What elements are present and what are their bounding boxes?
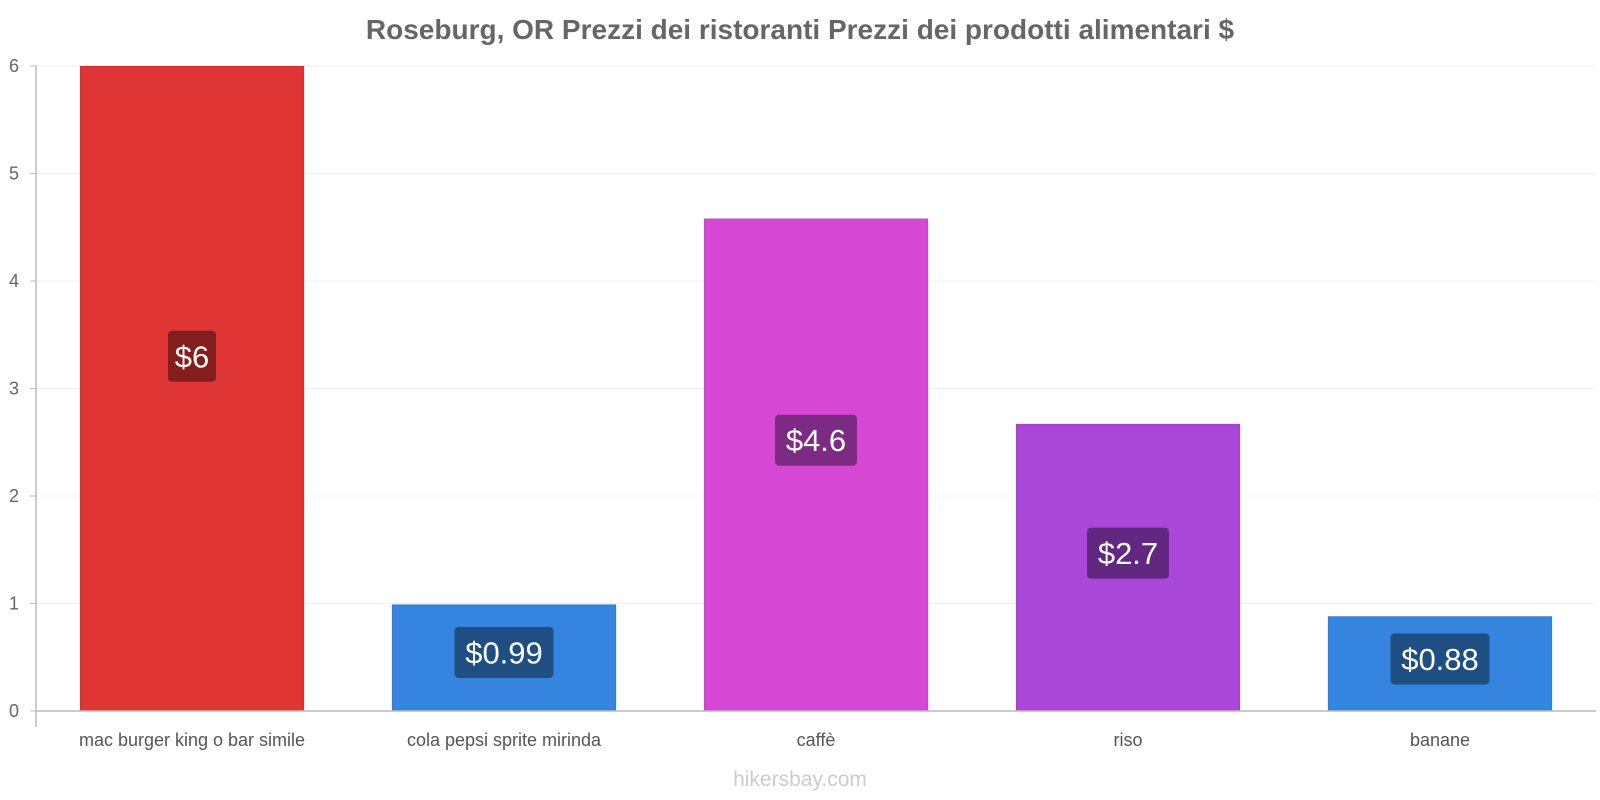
y-tick-label: 3: [9, 379, 19, 399]
value-label: $2.7: [1098, 536, 1158, 571]
x-category-label: riso: [1113, 730, 1142, 750]
value-label: $4.6: [786, 423, 846, 458]
value-labels: $6 $0.99 $4.6 $2.7 $0.88: [168, 330, 1490, 685]
y-tick-label: 5: [9, 164, 19, 184]
value-label-badge: [1087, 527, 1169, 579]
y-tick-label: 6: [9, 56, 19, 76]
y-tick-label: 1: [9, 594, 19, 614]
y-tick-label: 0: [9, 701, 19, 721]
y-tick-label: 2: [9, 486, 19, 506]
y-tick-label: 4: [9, 271, 19, 291]
bars: [79, 65, 1553, 712]
bar: [79, 65, 305, 712]
x-category-label: caffè: [797, 730, 836, 750]
watermark: hikersbay.com: [733, 768, 867, 791]
value-label: $0.88: [1401, 642, 1479, 677]
x-category-label: cola pepsi sprite mirinda: [407, 730, 602, 750]
value-label-badge: [775, 414, 857, 466]
value-label-badge: [1390, 633, 1490, 685]
value-label-badge: [454, 626, 554, 678]
x-category-label: banane: [1410, 730, 1470, 750]
value-label: $0.99: [465, 635, 543, 670]
value-label-badge: [168, 330, 216, 382]
chart-title: Roseburg, OR Prezzi dei ristoranti Prezz…: [365, 14, 1235, 45]
axes: 0 1 2 3 4 5 6 mac burger king o bar simile cola …: [9, 56, 1596, 750]
x-category-label: mac burger king o bar simile: [79, 730, 305, 750]
value-label: $6: [175, 339, 209, 374]
